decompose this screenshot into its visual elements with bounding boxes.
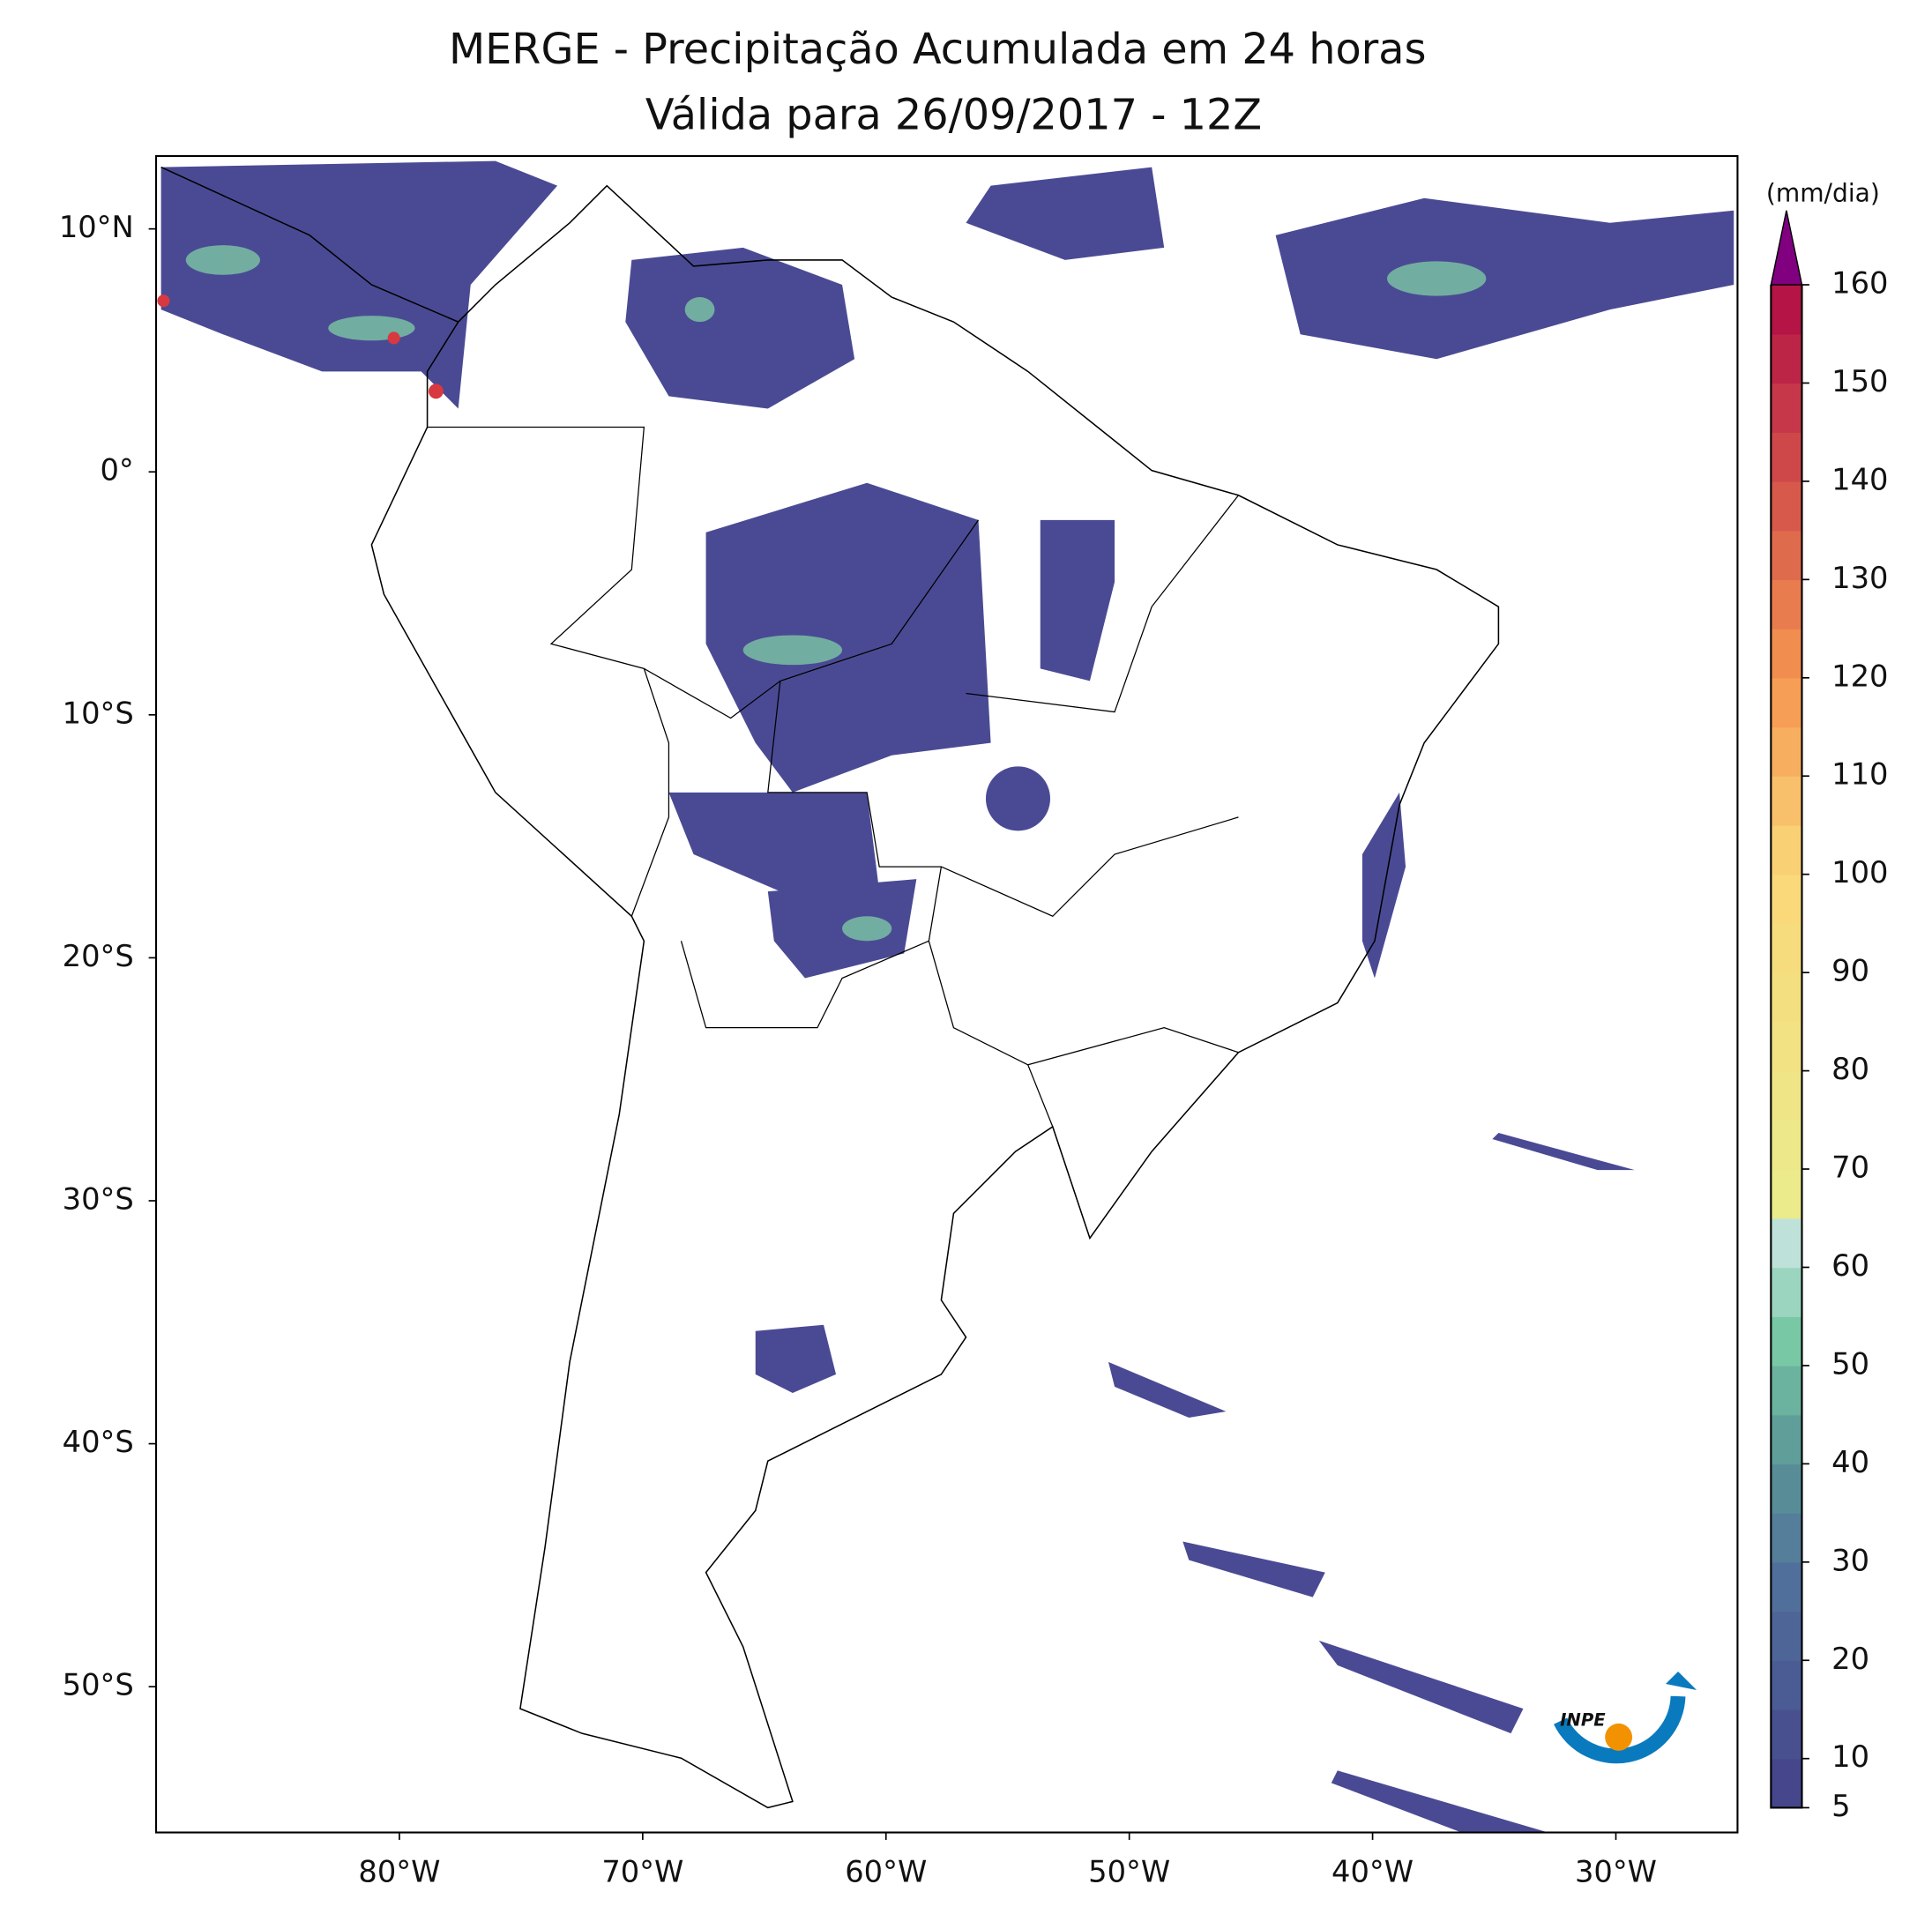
colorbar-frame <box>1770 285 1803 1809</box>
colorbar-segment <box>1771 383 1802 433</box>
colorbar-segment <box>1771 776 1802 826</box>
precipitation-extreme <box>157 294 444 399</box>
colorbar-segment <box>1771 1561 1802 1612</box>
map-background <box>156 155 1738 1833</box>
colorbar-label: (mm/dia) <box>1766 178 1880 207</box>
y-tick-label: 0° <box>100 453 133 488</box>
colorbar: 5 10 20 30 40 50 60 70 80 90 100 110 120 130 140 150 160 <box>1770 210 1888 1823</box>
colorbar-segment <box>1771 1660 1802 1710</box>
colorbar-segment <box>1771 1021 1802 1072</box>
colorbar-segment <box>1771 1267 1802 1317</box>
colorbar-segment <box>1771 1169 1802 1219</box>
colorbar-segment <box>1771 530 1802 581</box>
colorbar-segment <box>1771 1070 1802 1121</box>
y-tick-label: 20°S <box>63 939 134 973</box>
colorbar-tick-label: 70 <box>1831 1151 1869 1185</box>
colorbar-tick-label: 60 <box>1831 1248 1869 1283</box>
colorbar-segment <box>1771 726 1802 777</box>
map-area <box>154 154 1739 1834</box>
colorbar-tick-label: 10 <box>1831 1739 1869 1774</box>
colorbar-tick-label: 40 <box>1831 1445 1869 1479</box>
colorbar-tick-label: 140 <box>1831 462 1888 496</box>
colorbar-tick-label: 120 <box>1831 659 1888 693</box>
colorbar-tick-label: 50 <box>1831 1346 1869 1381</box>
y-tick-label: 40°S <box>63 1425 134 1459</box>
colorbar-tick-label: 5 <box>1831 1789 1850 1823</box>
colorbar-segment <box>1771 480 1802 532</box>
y-tick-label: 10°N <box>59 210 134 244</box>
colorbar-segment <box>1771 874 1802 925</box>
colorbar-segment <box>1771 285 1802 335</box>
logo-arc <box>1554 1695 1686 1764</box>
colorbar-tick-label: 20 <box>1831 1642 1869 1676</box>
colorbar-tick-label: 160 <box>1831 266 1888 301</box>
colorbar-segment <box>1771 677 1802 728</box>
logo-dot <box>1605 1723 1633 1751</box>
x-tick-label: 30°W <box>1575 1854 1657 1888</box>
colorbar-tick-label: 80 <box>1831 1052 1869 1086</box>
colorbar-segment <box>1771 1218 1802 1269</box>
x-tick-label: 40°W <box>1332 1854 1414 1888</box>
precipitation <box>160 160 1734 1833</box>
colorbar-segment <box>1771 432 1802 482</box>
colorbar-tick-label: 150 <box>1831 364 1888 398</box>
colorbar-segment <box>1771 1611 1802 1661</box>
colorbar-segment <box>1771 972 1802 1023</box>
y-tick-label: 50°S <box>63 1668 134 1702</box>
colorbar-segment <box>1771 923 1802 973</box>
colorbar-segment <box>1771 1316 1802 1367</box>
colorbar-tick-label: 30 <box>1831 1543 1869 1577</box>
colorbar-tick-label: 110 <box>1831 757 1888 792</box>
borders <box>427 426 1239 1128</box>
colorbar-segment <box>1771 1709 1802 1760</box>
coastline <box>160 166 1500 1809</box>
colorbar-segment <box>1771 1120 1802 1170</box>
logo: INPE <box>1554 1671 1697 1764</box>
logo-text: INPE <box>1560 1710 1606 1731</box>
x-tick-label: 50°W <box>1088 1854 1170 1888</box>
colorbar-segment <box>1771 579 1802 629</box>
colorbar-segment <box>1771 1463 1802 1514</box>
colorbar-segment <box>1771 629 1802 679</box>
colorbar-segment <box>1771 1758 1802 1809</box>
colorbar-tick-label: 100 <box>1831 855 1888 890</box>
colorbar-tick-label: 90 <box>1831 954 1869 988</box>
map-frame <box>154 154 1739 1834</box>
y-tick-label: 30°S <box>63 1181 134 1216</box>
colorbar-segment <box>1771 1513 1802 1563</box>
colorbar-segment <box>1771 1414 1802 1465</box>
colorbar-tick-label: 130 <box>1831 561 1888 595</box>
x-tick-label: 80°W <box>358 1854 440 1888</box>
colorbar-segment <box>1771 824 1802 875</box>
subtitle: Válida para 26/09/2017 - 12Z <box>645 91 1262 139</box>
x-tick-label: 60°W <box>845 1854 927 1888</box>
x-tick-label: 70°W <box>601 1854 683 1888</box>
title: MERGE - Precipitação Acumulada em 24 hor… <box>449 26 1426 74</box>
logo-arrow <box>1665 1671 1697 1691</box>
colorbar-extend <box>1770 210 1803 286</box>
colorbar-segment <box>1771 333 1802 384</box>
precipitation-heavy <box>185 245 1487 942</box>
y-tick-label: 10°S <box>63 696 134 730</box>
colorbar-segment <box>1771 1365 1802 1416</box>
